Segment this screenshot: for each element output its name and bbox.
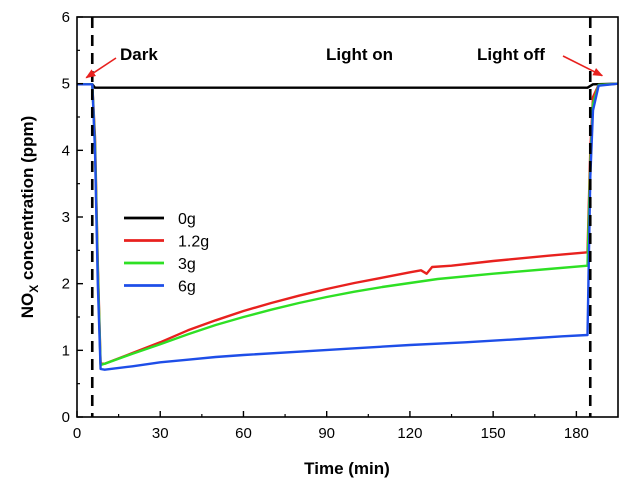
series-layer: [77, 82, 619, 371]
y-tick-label: 1: [62, 342, 70, 359]
annotation-light-off-arrow: [562, 55, 604, 77]
annotation-light-off: Light off: [477, 45, 545, 64]
legend-label-3: 6g: [178, 279, 196, 296]
legend-label-2: 3g: [178, 256, 196, 273]
legend-label-0: 0g: [178, 211, 196, 228]
y-axis-label-subscript: X: [27, 285, 41, 293]
x-axis-label: Time (min): [304, 459, 390, 478]
y-axis-label-suffix: concentration (ppm): [18, 116, 37, 285]
y-tick-label: 2: [62, 276, 70, 293]
y-tick-label: 3: [62, 209, 70, 226]
legend-label-1: 1.2g: [178, 234, 209, 251]
x-tick-label: 90: [318, 425, 335, 442]
tick-layer: 0 30 60 90 120 150 180 0 1 2 3 4 5 6: [62, 9, 589, 442]
series-line-2: [77, 82, 619, 367]
annotation-layer: Dark Light on Light off: [85, 45, 604, 79]
y-tick-label: 4: [62, 142, 70, 159]
vline-layer: [90, 17, 592, 417]
annotation-dark: Dark: [120, 45, 158, 64]
x-tick-label: 150: [481, 425, 506, 442]
x-tick-label: 120: [397, 425, 422, 442]
y-axis-label: NOX concentration (ppm): [18, 116, 41, 319]
y-tick-label: 5: [62, 76, 70, 93]
annotation-light-on: Light on: [326, 45, 393, 64]
series-line-3: [77, 82, 619, 371]
annotation-dark-arrow: [85, 57, 117, 79]
x-tick-label: 180: [564, 425, 589, 442]
x-tick-label: 30: [152, 425, 169, 442]
y-axis-label-prefix: NO: [18, 293, 37, 319]
series-line-0: [77, 82, 619, 89]
x-tick-label: 0: [73, 425, 81, 442]
y-tick-label: 6: [62, 9, 70, 26]
series-line-1: [77, 82, 619, 365]
x-tick-label: 60: [235, 425, 252, 442]
y-tick-label: 0: [62, 409, 70, 426]
legend: 0g 1.2g 3g 6g: [124, 211, 209, 296]
